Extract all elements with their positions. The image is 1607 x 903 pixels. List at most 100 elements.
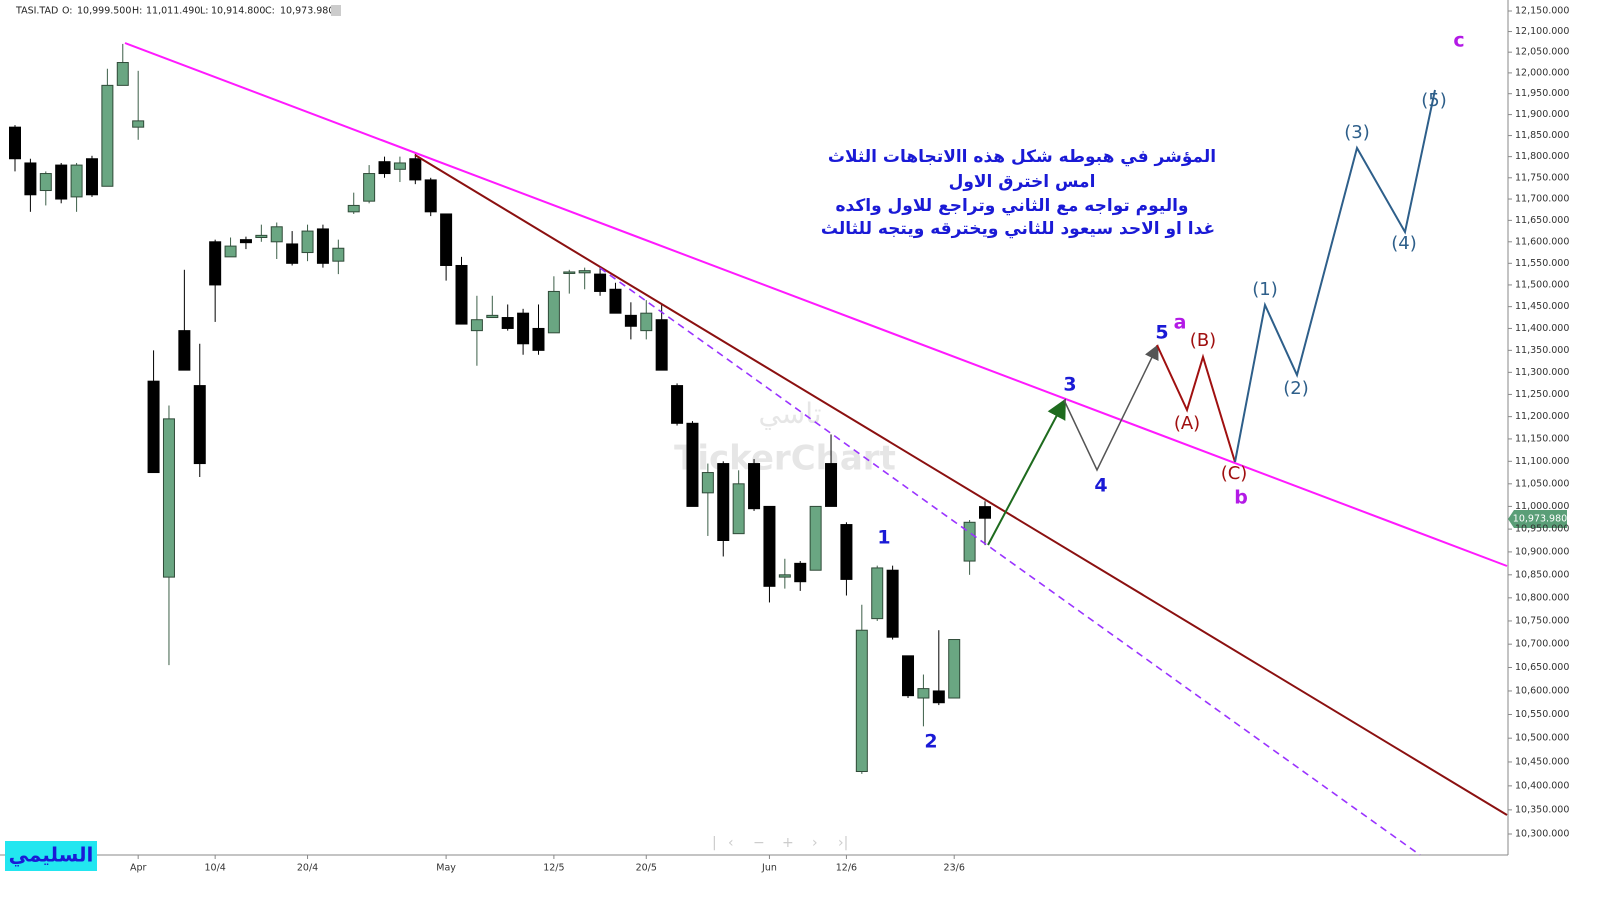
y-tick-label: 11,250.000 xyxy=(1515,389,1569,400)
wave-label: (4) xyxy=(1391,233,1417,254)
y-tick-label: 10,750.000 xyxy=(1515,615,1569,626)
annotation: واليوم تواجه مع الثاني وتراجع للاول واكد… xyxy=(836,196,1189,216)
tool[interactable]: ‹ xyxy=(728,835,734,851)
header-key: L: xyxy=(200,6,209,17)
wave-arrow xyxy=(987,398,1066,546)
candle-body xyxy=(224,245,237,258)
annotation: المؤشر في هبوطه شكل هذه االاتجاهات الثلا… xyxy=(828,147,1216,167)
y-tick-label: 11,200.000 xyxy=(1515,411,1569,422)
y-tick-label: 11,150.000 xyxy=(1515,433,1569,444)
y-tick-label: 11,800.000 xyxy=(1515,151,1569,162)
annotation: امس اخترق الاول xyxy=(949,172,1096,192)
y-tick-label: 10,350.000 xyxy=(1515,804,1569,815)
wave-label: b xyxy=(1234,487,1248,509)
candle-body xyxy=(85,158,98,196)
candle-body xyxy=(486,314,499,319)
x-tick-label: Apr xyxy=(130,863,147,874)
wave-label: 2 xyxy=(924,731,937,753)
candle-body xyxy=(655,319,668,371)
y-tick-label: 10,450.000 xyxy=(1515,756,1569,767)
toolbar: | ‹ − + › ›| xyxy=(712,835,848,851)
wave-label: (B) xyxy=(1190,330,1216,351)
y-tick-label: 11,000.000 xyxy=(1515,501,1569,512)
annotation: غدا او الاحد سيعود للثاني ويخترقه ويتجه … xyxy=(821,219,1215,239)
wave-path xyxy=(1234,89,1436,463)
y-tick-label: 10,950.000 xyxy=(1515,524,1569,535)
candle-body xyxy=(178,330,191,371)
candle-body xyxy=(563,271,576,274)
wave-label: a xyxy=(1174,312,1187,334)
candle-body xyxy=(132,120,145,128)
y-tick-label: 10,400.000 xyxy=(1515,780,1569,791)
wave-label: 4 xyxy=(1094,475,1107,497)
wave-label: (C) xyxy=(1221,463,1248,484)
tool[interactable]: + xyxy=(782,835,794,851)
y-tick-label: 10,700.000 xyxy=(1515,639,1569,650)
candle-body xyxy=(409,158,422,181)
candle-body xyxy=(393,162,406,170)
candle-body xyxy=(686,422,699,507)
candle-body xyxy=(979,506,991,519)
candle-body xyxy=(455,264,468,325)
candle-body xyxy=(286,243,299,264)
candle-body xyxy=(270,226,283,243)
y-tick-label: 12,000.000 xyxy=(1515,67,1569,78)
header-button[interactable] xyxy=(331,5,341,16)
candle-body xyxy=(424,179,437,213)
header-value: 10,914.800 xyxy=(211,6,265,17)
candle-body xyxy=(70,164,83,198)
x-tick-label: 12/5 xyxy=(543,863,564,874)
candle-body xyxy=(501,317,514,329)
trend-line xyxy=(414,154,1508,816)
tool[interactable]: ›| xyxy=(838,835,848,851)
y-tick-label: 10,900.000 xyxy=(1515,546,1569,557)
y-tick-label: 10,300.000 xyxy=(1515,829,1569,840)
candle-body xyxy=(871,567,884,620)
candle-body xyxy=(609,288,622,314)
tool[interactable]: › xyxy=(812,835,818,851)
x-tick-label: 12/6 xyxy=(836,863,857,874)
y-tick-label: 11,850.000 xyxy=(1515,130,1569,141)
header-value: 10,999.500 xyxy=(77,6,131,17)
x-tick-label: 20/5 xyxy=(636,863,657,874)
candle-body xyxy=(347,204,360,213)
candle-body xyxy=(363,173,376,202)
candle-body xyxy=(932,690,945,704)
trend-line xyxy=(124,42,1508,567)
author-box xyxy=(5,841,97,871)
x-tick-label: 23/6 xyxy=(944,863,965,874)
candle-body xyxy=(193,385,206,465)
wave-label: (3) xyxy=(1344,122,1370,143)
candle-body xyxy=(963,521,976,562)
y-tick-label: 11,050.000 xyxy=(1515,478,1569,489)
y-tick-label: 11,500.000 xyxy=(1515,279,1569,290)
candle-body xyxy=(701,472,714,494)
y-tick-label: 11,700.000 xyxy=(1515,194,1569,205)
trend-line xyxy=(599,267,1421,856)
candle-body xyxy=(9,126,21,160)
wave-label: (A) xyxy=(1174,413,1200,434)
y-tick-label: 11,750.000 xyxy=(1515,172,1569,183)
tool[interactable]: − xyxy=(753,835,765,851)
y-tick-label: 11,300.000 xyxy=(1515,367,1569,378)
wave-label: (1) xyxy=(1252,279,1278,300)
header-value: 11,011.490 xyxy=(146,6,200,17)
y-tick-label: 11,400.000 xyxy=(1515,323,1569,334)
candle-body xyxy=(162,418,175,578)
candle-body xyxy=(809,505,822,571)
candle-body xyxy=(578,270,591,274)
y-tick-label: 12,100.000 xyxy=(1515,26,1569,37)
candle-body xyxy=(886,569,899,638)
candle-body xyxy=(594,273,607,292)
wave-label: (5) xyxy=(1421,90,1447,111)
x-tick-label: May xyxy=(436,863,456,874)
candle-body xyxy=(717,463,730,541)
tool[interactable]: | xyxy=(712,835,717,851)
candle-body xyxy=(239,239,252,244)
y-tick-label: 10,600.000 xyxy=(1515,685,1569,696)
symbol: TASI.TAD xyxy=(15,6,58,17)
y-tick-label: 11,900.000 xyxy=(1515,109,1569,120)
wave-path xyxy=(1063,344,1159,472)
y-tick-label: 11,450.000 xyxy=(1515,301,1569,312)
